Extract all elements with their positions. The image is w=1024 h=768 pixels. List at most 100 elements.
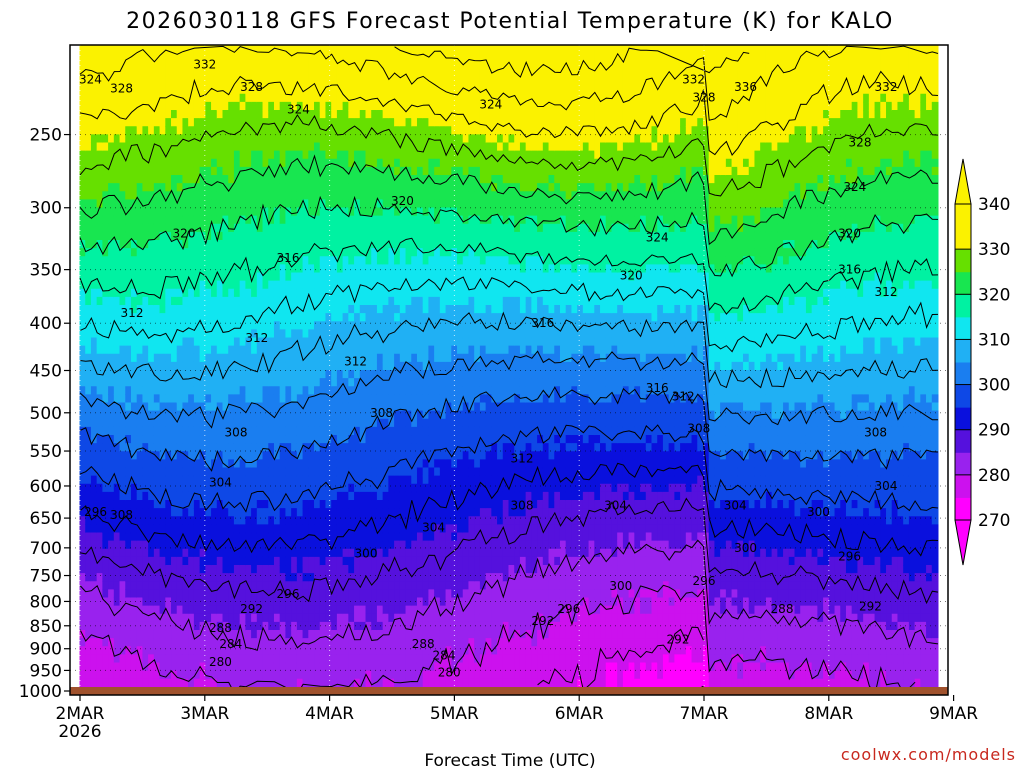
contour-fill-cell	[371, 500, 378, 509]
contour-fill-cell	[182, 337, 190, 347]
contour-fill-cell	[251, 61, 258, 70]
contour-fill-cell	[222, 256, 230, 265]
contour-fill-cell	[354, 158, 361, 168]
contour-fill-cell	[171, 597, 178, 607]
contour-fill-cell	[405, 101, 413, 111]
contour-fill-cell	[268, 353, 275, 363]
contour-fill-cell	[188, 613, 195, 623]
contour-fill-cell	[296, 313, 304, 322]
contour-fill-cell	[199, 556, 207, 566]
contour-fill-cell	[411, 110, 418, 119]
contour-fill-cell	[399, 45, 407, 54]
contour-fill-cell	[239, 426, 247, 436]
contour-fill-cell	[405, 223, 413, 233]
contour-fill-cell	[239, 288, 247, 298]
contour-fill-cell	[376, 101, 384, 111]
contour-fill-cell	[165, 175, 173, 184]
contour-fill-cell	[336, 69, 344, 79]
contour-fill-cell	[130, 605, 138, 615]
contour-fill-cell	[416, 394, 424, 404]
contour-fill-cell	[388, 638, 396, 647]
contour-fill-cell	[354, 166, 361, 176]
contour-fill-cell	[205, 443, 213, 452]
contour-fill-cell	[188, 93, 195, 103]
contour-fill-cell	[79, 256, 87, 265]
contour-fill-cell	[394, 410, 401, 420]
contour-fill-cell	[308, 581, 316, 590]
contour-fill-cell	[325, 386, 333, 395]
contour-fill-cell	[262, 418, 270, 428]
contour-fill-cell	[188, 638, 195, 647]
contour-fill-cell	[428, 53, 436, 62]
contour-fill-cell	[245, 451, 253, 460]
contour-fill-cell	[416, 467, 424, 477]
contour-fill-cell	[153, 613, 161, 623]
contour-fill-cell	[165, 556, 173, 566]
contour-fill-cell	[102, 475, 110, 485]
contour-fill-cell	[382, 597, 390, 607]
contour-fill-cell	[119, 581, 127, 590]
contour-fill-cell	[331, 215, 338, 225]
contour-fill-cell	[125, 459, 132, 469]
contour-fill-cell	[159, 321, 167, 330]
contour-fill-cell	[411, 491, 418, 501]
contour-fill-cell	[171, 654, 178, 664]
contour-fill-cell	[394, 45, 401, 54]
contour-fill-cell	[348, 126, 356, 135]
contour-fill-cell	[119, 191, 127, 200]
contour-fill-cell	[113, 199, 121, 209]
contour-fill-cell	[119, 231, 127, 241]
contour-fill-cell	[342, 556, 350, 566]
contour-fill-cell	[405, 654, 413, 664]
contour-fill-cell	[211, 305, 218, 314]
contour-fill-cell	[382, 150, 390, 160]
contour-fill-cell	[182, 459, 190, 469]
contour-fill-cell	[354, 337, 361, 347]
contour-fill-cell	[273, 183, 281, 192]
contour-fill-cell	[428, 345, 436, 355]
contour-fill-cell	[268, 272, 275, 282]
contour-fill-cell	[319, 597, 327, 607]
contour-fill-cell	[336, 61, 344, 70]
contour-fill-cell	[96, 256, 104, 265]
contour-fill-cell	[273, 215, 281, 225]
contour-fill-cell	[216, 491, 224, 501]
contour-fill-cell	[422, 126, 430, 135]
contour-fill-cell	[228, 605, 235, 615]
contour-fill-cell	[222, 101, 230, 111]
contour-fill-cell	[348, 142, 356, 152]
contour-fill-cell	[251, 394, 258, 404]
contour-fill-cell	[102, 329, 110, 339]
contour-fill-cell	[119, 93, 127, 103]
contour-fill-cell	[411, 654, 418, 664]
contour-fill-cell	[256, 183, 264, 192]
contour-fill-cell	[388, 110, 396, 119]
contour-fill-cell	[376, 516, 384, 525]
contour-fill-cell	[96, 630, 104, 639]
contour-fill-cell	[239, 110, 247, 119]
contour-fill-cell	[182, 605, 190, 615]
contour-fill-cell	[365, 386, 373, 395]
contour-fill-cell	[239, 175, 247, 184]
contour-fill-cell	[291, 678, 298, 688]
contour-fill-cell	[354, 516, 361, 525]
contour-fill-cell	[228, 581, 235, 590]
contour-fill-cell	[251, 93, 258, 103]
contour-fill-cell	[434, 175, 441, 184]
contour-fill-cell	[148, 540, 155, 550]
contour-fill-cell	[268, 426, 275, 436]
contour-fill-cell	[342, 467, 350, 477]
contour-fill-cell	[376, 491, 384, 501]
contour-fill-cell	[228, 508, 235, 517]
contour-fill-cell	[422, 589, 430, 599]
contour-fill-cell	[285, 337, 293, 347]
contour-fill-cell	[371, 451, 378, 460]
contour-fill-cell	[325, 426, 333, 436]
contour-fill-cell	[405, 573, 413, 582]
contour-fill-cell	[394, 500, 401, 509]
contour-fill-cell	[113, 223, 121, 233]
contour-fill-cell	[308, 630, 316, 639]
contour-fill-cell	[85, 524, 92, 534]
contour-fill-cell	[182, 61, 190, 70]
contour-fill-cell	[182, 215, 190, 225]
